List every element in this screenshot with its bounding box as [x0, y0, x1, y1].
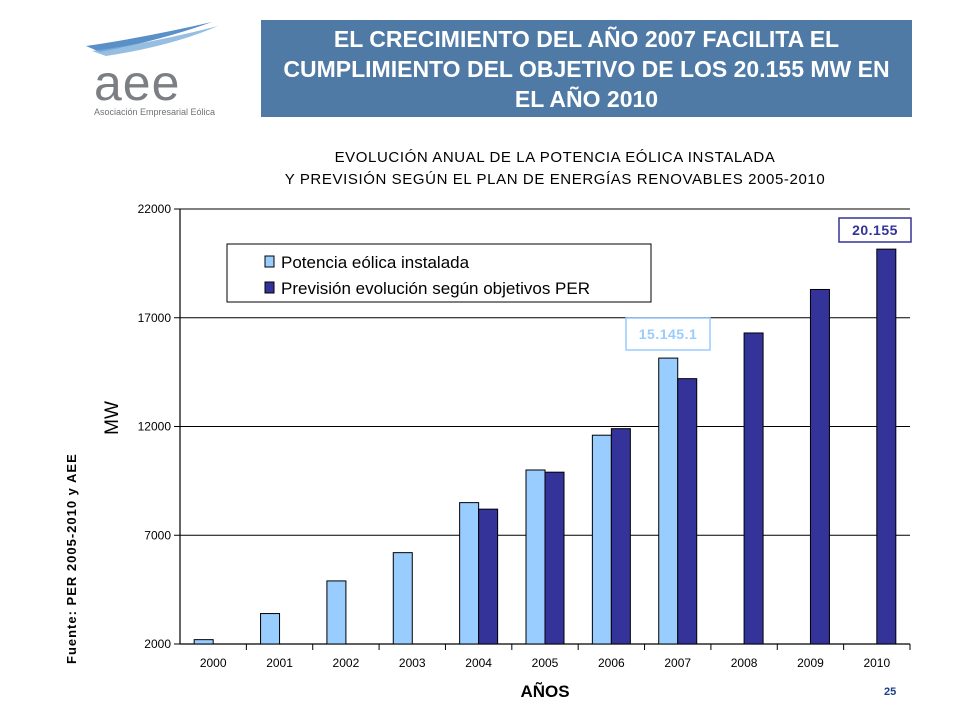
logo-swoosh-icon	[86, 22, 218, 56]
bar-forecast-2007	[677, 378, 698, 645]
page-number: 25	[884, 686, 897, 698]
source-note: Fuente: PER 2005-2010 y AEE	[64, 453, 79, 664]
bar-forecast-2006	[610, 428, 631, 645]
bar-installed-2005	[525, 469, 546, 645]
bar-forecast-2009	[809, 288, 830, 645]
bar-installed-2007	[658, 357, 679, 645]
bar-installed-2006	[591, 434, 612, 645]
y-tick-label: 2000	[144, 637, 171, 651]
x-tick-label: 2008	[731, 656, 758, 670]
annotation-box-1	[838, 217, 912, 243]
y-axis-title: MW	[102, 401, 123, 435]
y-tick-label: 22000	[138, 202, 172, 216]
bar-installed-2000	[193, 639, 214, 645]
chart-title: EVOLUCIÓN ANUAL DE LA POTENCIA EÓLICA IN…	[334, 149, 776, 166]
bar-installed-2003	[392, 552, 413, 645]
bar-installed-2002	[326, 580, 347, 645]
x-tick-label: 2003	[399, 656, 426, 670]
x-axis-title: AÑOS	[520, 681, 569, 701]
bar-installed-2001	[260, 613, 281, 645]
x-tick-label: 2002	[333, 656, 360, 670]
y-tick-label: 7000	[144, 528, 171, 542]
aee-logo: aee Asociación Empresarial Eólica	[82, 18, 232, 122]
x-tick-label: 2004	[465, 656, 492, 670]
legend-swatch-installed	[264, 255, 275, 268]
legend-label-installed: Potencia eólica instalada	[281, 253, 470, 272]
bar-forecast-2010	[876, 248, 897, 645]
legend-box	[226, 243, 652, 303]
y-tick-label: 12000	[138, 420, 172, 434]
bar-forecast-2004	[478, 508, 499, 645]
bar-forecast-2008	[743, 332, 764, 645]
bar-forecast-2005	[544, 471, 565, 645]
chart-title-block: EVOLUCIÓN ANUAL DE LA POTENCIA EÓLICA IN…	[200, 147, 910, 191]
annotation-box-0	[625, 317, 711, 351]
slide-title: EL CRECIMIENTO DEL AÑO 2007 FACILITA EL …	[283, 25, 890, 112]
chart-subtitle: Y PREVISIÓN SEGÚN EL PLAN DE ENERGÍAS RE…	[284, 171, 826, 188]
x-tick-label: 2006	[598, 656, 625, 670]
x-tick-label: 2000	[200, 656, 227, 670]
x-tick-label: 2010	[863, 656, 890, 670]
logo-text: aee	[94, 55, 181, 111]
annotation-label-0: 15.145.1	[639, 326, 698, 342]
x-tick-label: 2001	[266, 656, 293, 670]
x-tick-label: 2009	[797, 656, 824, 670]
x-tick-label: 2005	[532, 656, 559, 670]
x-tick-label: 2007	[664, 656, 691, 670]
legend-swatch-forecast	[264, 281, 275, 294]
logo-subtitle: Asociación Empresarial Eólica	[94, 107, 216, 117]
slide-title-box: EL CRECIMIENTO DEL AÑO 2007 FACILITA EL …	[261, 20, 912, 117]
annotation-label-1: 20.155	[852, 222, 898, 238]
y-tick-label: 17000	[138, 311, 172, 325]
bar-installed-2004	[459, 502, 480, 645]
legend-label-forecast: Previsión evolución según objetivos PER	[281, 279, 590, 298]
